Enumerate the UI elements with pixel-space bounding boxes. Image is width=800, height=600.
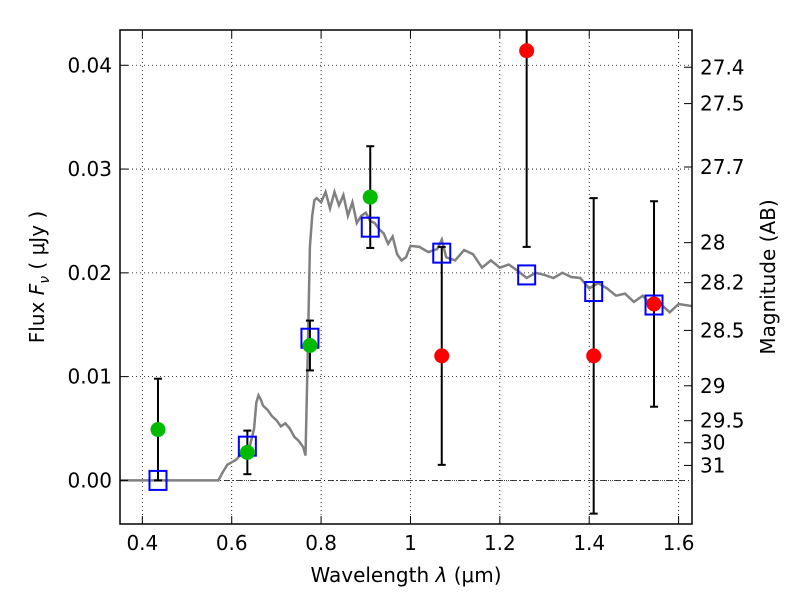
- y-tick-label: 0.04: [67, 53, 112, 77]
- x-axis: 0.4 0.6 0.8 1 1.2 1.4 1.6: [126, 30, 695, 555]
- x-tick-label: 0.4: [126, 531, 158, 555]
- mag-tick-label: 27.5: [700, 92, 745, 116]
- model-photometry-square: [148, 469, 168, 491]
- y-tick-label: 0.00: [67, 468, 112, 492]
- nondetection-point: [586, 348, 602, 364]
- model-photometry-square: [584, 281, 604, 303]
- plot-area: [120, 30, 692, 515]
- y-tick-label: 0.02: [67, 261, 112, 285]
- detection-point: [150, 422, 166, 438]
- detection-point: [239, 444, 255, 460]
- model-photometry-square: [517, 264, 537, 286]
- x-tick-label: 0.6: [216, 531, 248, 555]
- mag-tick-label: 30: [700, 431, 725, 455]
- nondetection-point: [434, 348, 450, 364]
- grid-lines: [120, 30, 692, 524]
- mag-tick-label: 27.4: [700, 55, 745, 79]
- mag-tick-label: 31: [700, 453, 725, 477]
- x-tick-label: 0.8: [305, 531, 337, 555]
- x-axis-label: Wavelength λ (μm): [310, 563, 501, 587]
- detection-point: [362, 189, 378, 205]
- mag-tick-label: 28: [700, 231, 725, 255]
- model-sed-line: [120, 187, 692, 482]
- x-tick-label: 1.2: [484, 531, 516, 555]
- detection-point: [302, 337, 318, 353]
- y-axis-label: Flux Fν ( μJy ): [25, 211, 53, 343]
- plot-layer: [120, 30, 692, 515]
- model-photometry-square: [360, 216, 380, 238]
- plot-frame: [119, 29, 693, 525]
- y-axis-left: 0.00 0.01 0.02 0.03 0.04: [67, 53, 128, 492]
- mag-tick-label: 28.2: [700, 271, 745, 295]
- model-photometry-square: [644, 294, 664, 316]
- nondetection-point: [646, 296, 662, 312]
- mag-tick-label: 29: [700, 374, 725, 398]
- x-tick-label: 1.4: [573, 531, 605, 555]
- y-tick-label: 0.01: [67, 365, 112, 389]
- y2-axis-label: Magnitude (AB): [756, 199, 780, 354]
- y-tick-label: 0.03: [67, 157, 112, 181]
- x-tick-label: 1: [404, 531, 417, 555]
- model-photometry-square: [432, 242, 452, 264]
- nondetection-point: [519, 43, 535, 59]
- mag-tick-label: 29.5: [700, 409, 745, 433]
- x-tick-label: 1.6: [663, 531, 695, 555]
- mag-tick-label: 27.7: [700, 155, 745, 179]
- mag-tick-label: 28.5: [700, 318, 745, 342]
